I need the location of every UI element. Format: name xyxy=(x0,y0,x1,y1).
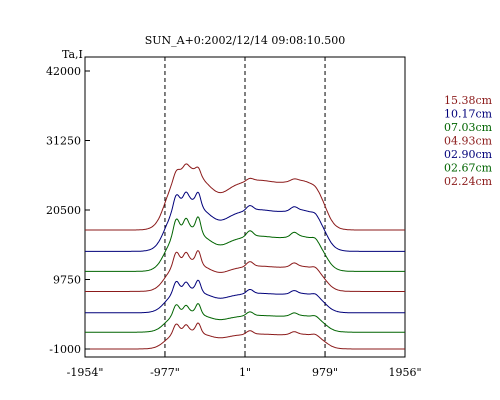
y-tick-label: 42000 xyxy=(46,65,81,78)
series-line-10.17cm xyxy=(85,191,405,252)
y-axis: 42000 31250 20500 9750 -1000 xyxy=(46,65,90,356)
legend: 15.38cm10.17cm07.03cm04.93cm02.90cm02.67… xyxy=(444,94,493,188)
legend-item-04.93cm: 04.93cm xyxy=(444,135,493,148)
legend-item-02.90cm: 02.90cm xyxy=(444,148,493,161)
y-tick-label: 20500 xyxy=(46,204,81,217)
series-line-02.24cm xyxy=(85,322,405,350)
legend-item-07.03cm: 07.03cm xyxy=(444,121,493,134)
series-line-07.03cm xyxy=(85,216,405,272)
series-group xyxy=(85,163,405,350)
chart-title: SUN_A+0:2002/12/14 09:08:10.500 xyxy=(145,34,346,47)
legend-item-10.17cm: 10.17cm xyxy=(444,108,493,121)
x-tick-label: 979" xyxy=(312,366,338,379)
series-line-04.93cm xyxy=(85,249,405,292)
x-tick-label: 1956" xyxy=(388,366,421,379)
x-tick-label: -1954" xyxy=(67,366,104,379)
series-line-02.67cm xyxy=(85,303,405,333)
series-line-02.90cm xyxy=(85,279,405,314)
x-tick-label: -977" xyxy=(150,366,180,379)
x-tick-label: 1" xyxy=(239,366,251,379)
y-tick-label: 9750 xyxy=(53,274,81,287)
y-axis-label: Ta,I xyxy=(62,48,83,61)
x-axis: -1954" -977" 1" 979" 1956" xyxy=(67,352,422,379)
reference-lines xyxy=(164,57,326,357)
y-tick-label: 31250 xyxy=(46,135,81,148)
y-tick-label: -1000 xyxy=(49,343,81,356)
legend-item-02.67cm: 02.67cm xyxy=(444,162,493,175)
series-line-15.38cm xyxy=(85,163,405,231)
legend-item-02.24cm: 02.24cm xyxy=(444,175,493,188)
legend-item-15.38cm: 15.38cm xyxy=(444,94,493,107)
